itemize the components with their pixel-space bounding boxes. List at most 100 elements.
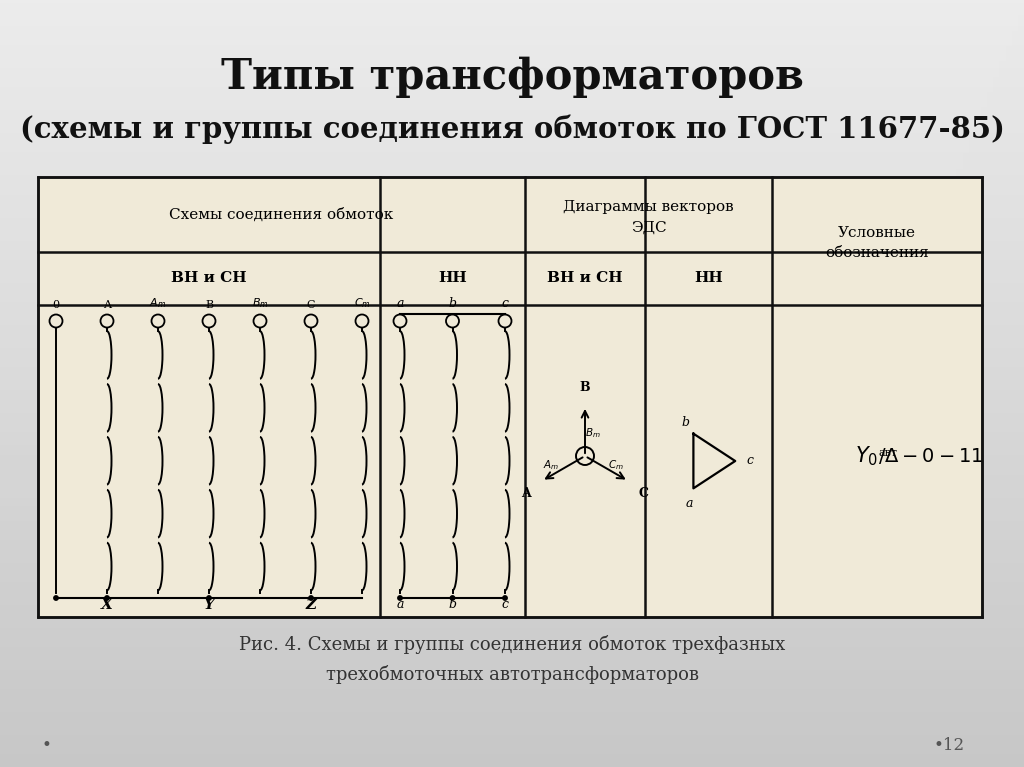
- Bar: [0, 276, 913, 291]
- Text: обозначения: обозначения: [825, 246, 929, 260]
- Bar: [0, 390, 1024, 395]
- Bar: [0, 371, 1024, 376]
- Bar: [0, 667, 1024, 671]
- Bar: [0, 751, 1024, 755]
- Bar: [0, 275, 1024, 280]
- Bar: [0, 31, 1012, 46]
- Bar: [0, 30, 1024, 35]
- Bar: [0, 755, 1024, 759]
- Bar: [0, 567, 1024, 571]
- Bar: [0, 678, 1024, 683]
- Bar: [0, 202, 1024, 207]
- Text: c: c: [746, 455, 754, 468]
- Bar: [0, 632, 1024, 637]
- Bar: [0, 399, 864, 414]
- Text: $C_m$: $C_m$: [608, 458, 625, 472]
- Bar: [0, 149, 1024, 153]
- Bar: [0, 551, 1024, 556]
- Bar: [0, 460, 840, 476]
- Bar: [0, 690, 748, 706]
- Bar: [0, 724, 1024, 729]
- Text: Y: Y: [204, 598, 214, 612]
- Bar: [0, 417, 1024, 422]
- Bar: [0, 295, 1024, 299]
- Bar: [0, 559, 1024, 564]
- Text: 0: 0: [52, 300, 59, 310]
- Bar: [0, 64, 1024, 69]
- Bar: [0, 398, 1024, 403]
- Bar: [0, 268, 1024, 272]
- Bar: [0, 91, 1024, 96]
- Bar: [0, 57, 1024, 61]
- Bar: [0, 114, 1024, 119]
- Bar: [0, 430, 852, 445]
- Bar: [0, 153, 963, 169]
- Bar: [0, 218, 1024, 222]
- Bar: [0, 230, 932, 245]
- Bar: [0, 72, 1024, 77]
- Bar: [0, 229, 1024, 234]
- Bar: [0, 184, 950, 199]
- Bar: [0, 544, 1024, 548]
- Bar: [0, 732, 1024, 736]
- Bar: [0, 571, 1024, 575]
- Text: c: c: [502, 598, 509, 611]
- Bar: [0, 614, 778, 629]
- Bar: [0, 256, 1024, 261]
- Circle shape: [207, 596, 211, 601]
- Bar: [0, 663, 1024, 667]
- Circle shape: [451, 596, 455, 601]
- Text: •12: •12: [934, 736, 965, 753]
- Bar: [0, 199, 944, 215]
- Bar: [0, 0, 1024, 4]
- Text: $Y_0$: $Y_0$: [855, 444, 879, 468]
- Bar: [0, 245, 1024, 249]
- Bar: [0, 15, 1018, 31]
- Bar: [0, 261, 920, 276]
- Bar: [0, 130, 1024, 134]
- Bar: [0, 670, 1024, 675]
- Bar: [0, 505, 1024, 510]
- Bar: [0, 122, 1024, 127]
- Bar: [0, 636, 1024, 640]
- Bar: [0, 479, 1024, 483]
- Bar: [0, 555, 1024, 560]
- Bar: [0, 314, 1024, 318]
- Bar: [0, 716, 1024, 721]
- Bar: [0, 402, 1024, 407]
- Bar: [0, 440, 1024, 445]
- Bar: [0, 506, 821, 522]
- Bar: [0, 364, 1024, 368]
- Bar: [0, 706, 741, 721]
- Bar: [0, 436, 1024, 441]
- Bar: [0, 697, 1024, 702]
- Bar: [0, 739, 1024, 744]
- Bar: [0, 126, 1024, 130]
- Bar: [0, 651, 1024, 656]
- Bar: [0, 302, 1024, 307]
- Bar: [0, 476, 834, 491]
- Text: C: C: [307, 300, 315, 310]
- Bar: [0, 452, 1024, 456]
- Bar: [0, 176, 1024, 180]
- Bar: [0, 406, 1024, 410]
- Bar: [0, 528, 1024, 533]
- Bar: [0, 210, 1024, 215]
- Bar: [0, 482, 1024, 487]
- Bar: [0, 153, 1024, 157]
- Bar: [0, 613, 1024, 617]
- Bar: [0, 241, 1024, 245]
- Text: •: •: [42, 736, 52, 753]
- Bar: [0, 502, 1024, 506]
- Bar: [0, 76, 1024, 81]
- Text: ВН и СН: ВН и СН: [547, 272, 623, 285]
- Bar: [0, 214, 1024, 219]
- Bar: [0, 521, 1024, 525]
- Bar: [0, 410, 1024, 414]
- Bar: [0, 509, 1024, 514]
- Bar: [0, 456, 1024, 460]
- Bar: [0, 444, 1024, 449]
- Text: НН: НН: [438, 272, 467, 285]
- Bar: [0, 586, 1024, 591]
- Bar: [0, 87, 1024, 92]
